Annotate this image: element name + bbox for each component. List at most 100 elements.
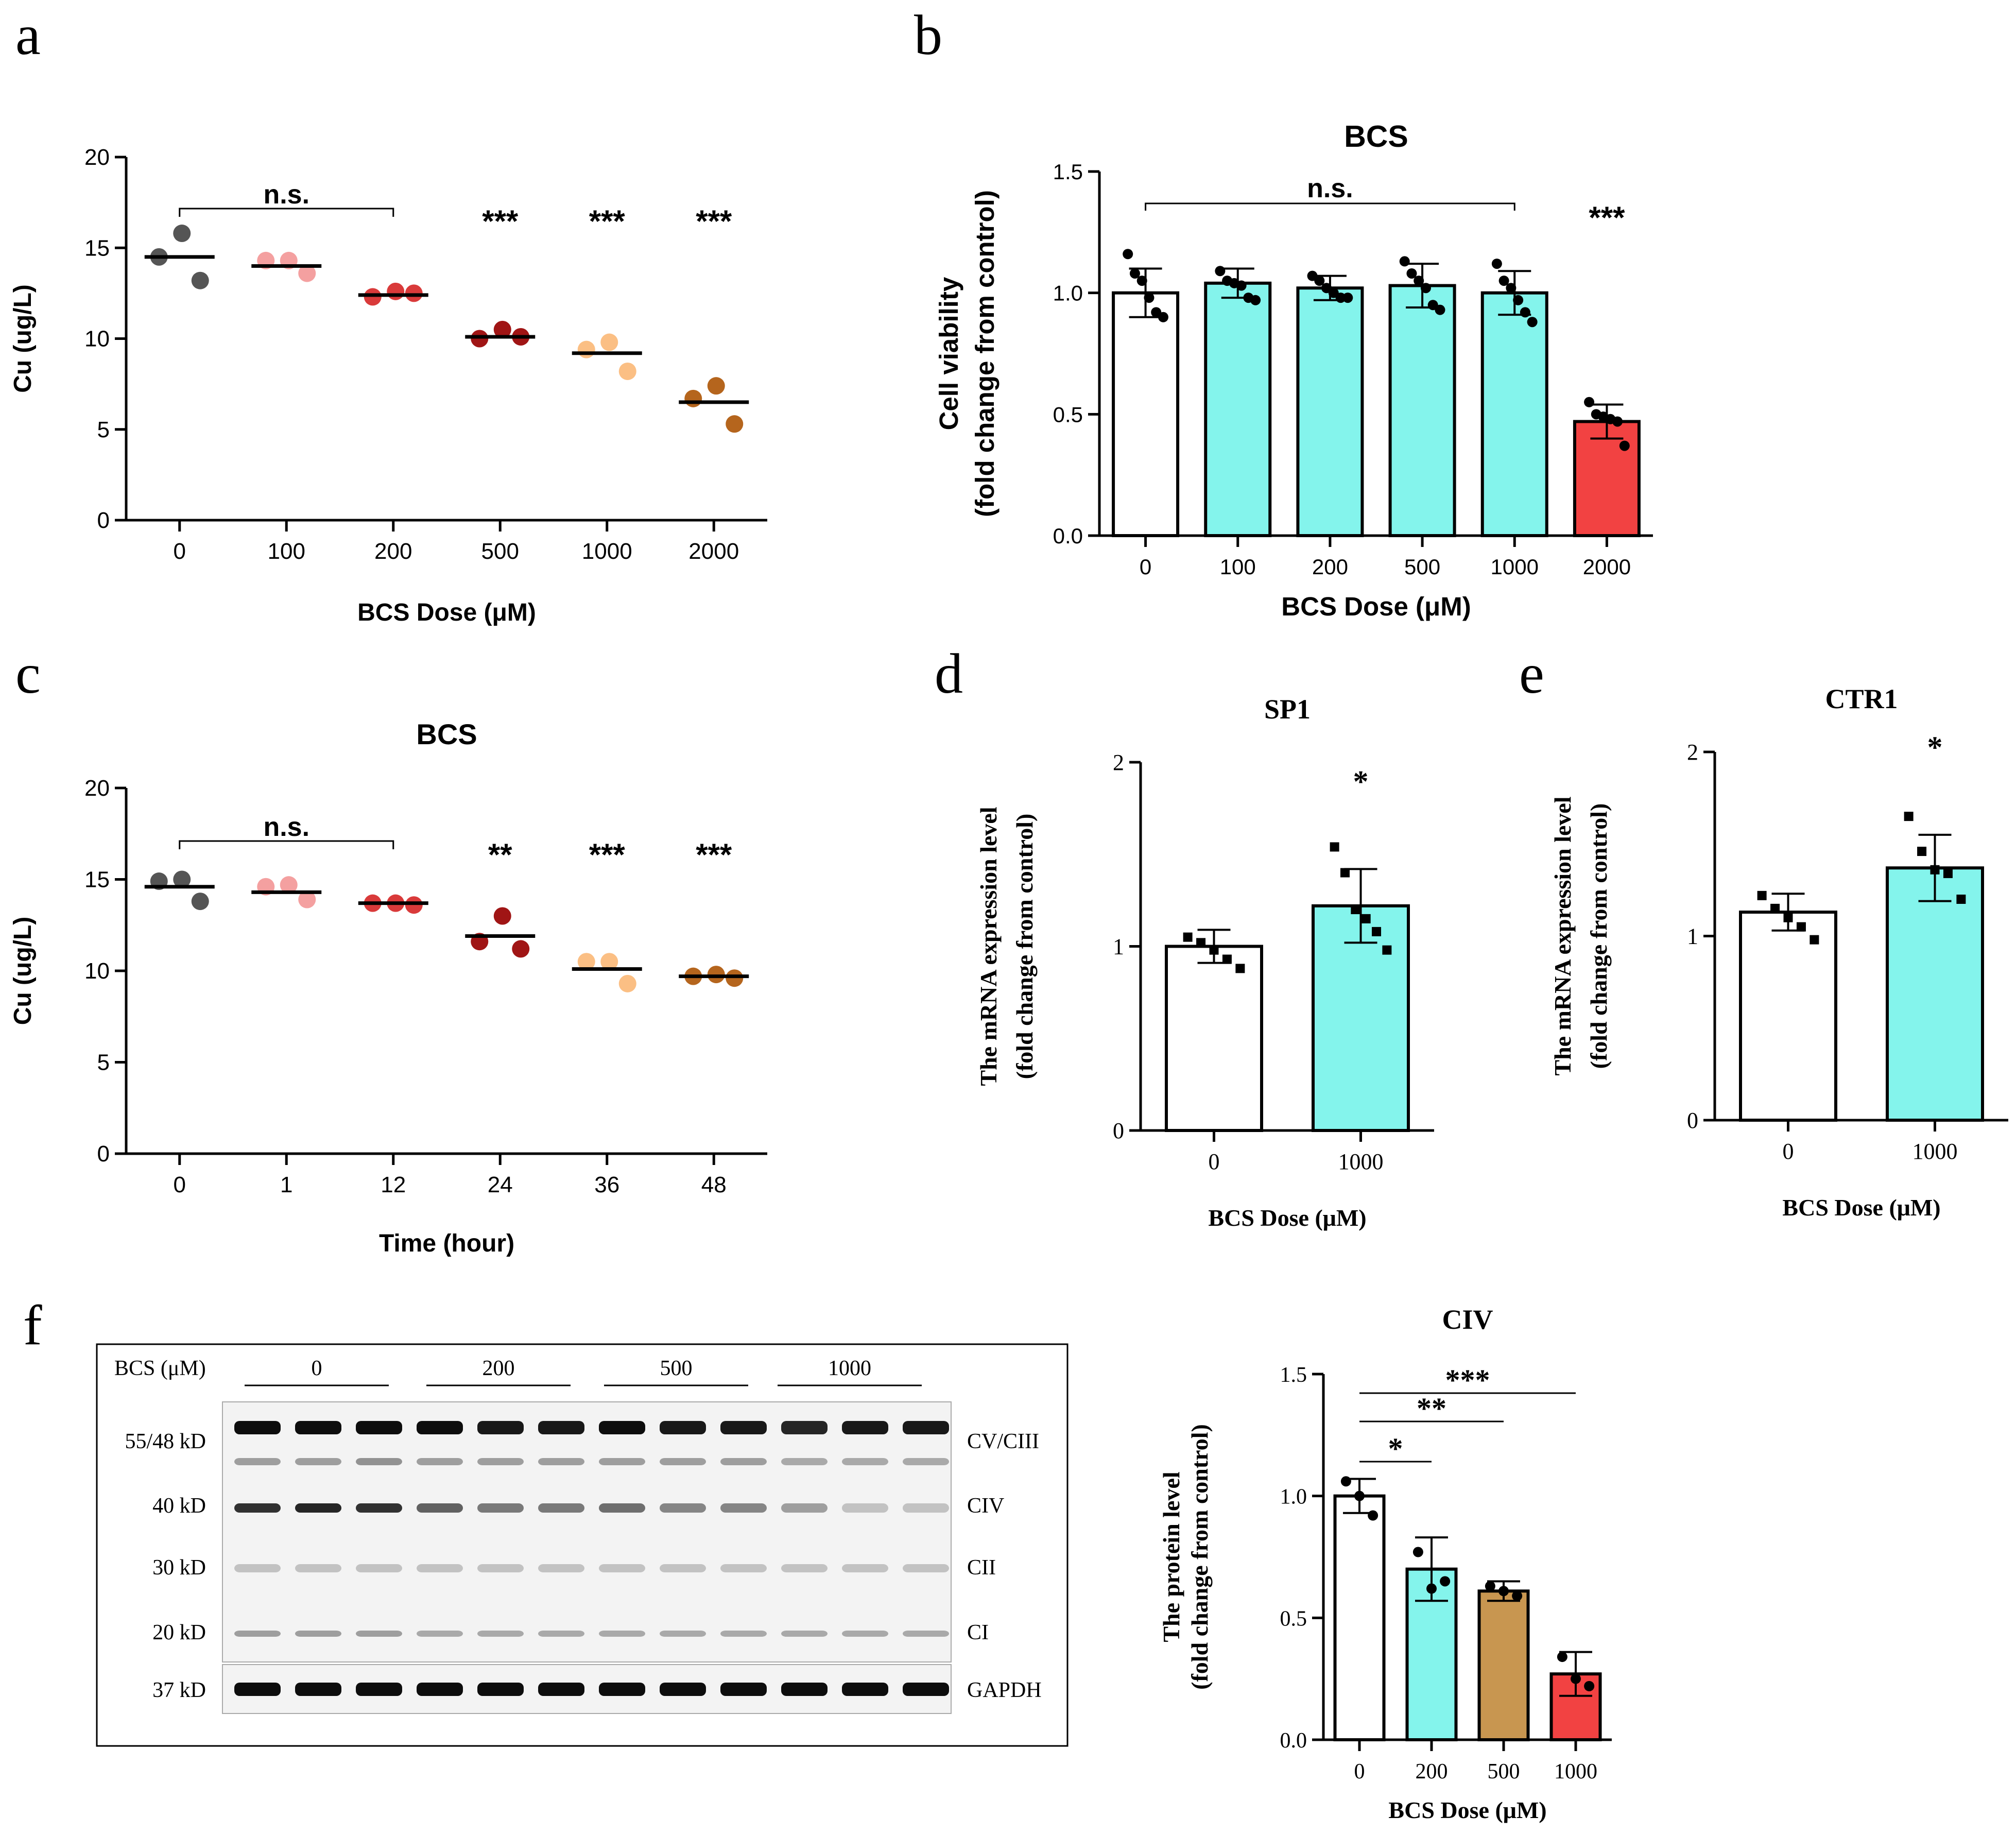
blot-mw-label: 37 kD <box>152 1678 206 1702</box>
y-axis-title: Cu (ug/L) <box>9 917 37 1025</box>
blot-band <box>234 1683 281 1696</box>
y-tick-label: 1.5 <box>1280 1363 1307 1387</box>
blot-band <box>477 1631 524 1637</box>
blot-band <box>720 1631 767 1637</box>
blot-band <box>234 1458 281 1465</box>
x-tick-label: 1000 <box>1338 1149 1384 1174</box>
data-point <box>707 966 725 984</box>
blot-band <box>417 1683 463 1696</box>
significance-bracket <box>179 208 394 217</box>
blot-band <box>660 1631 706 1637</box>
x-tick-label: 100 <box>1220 555 1256 579</box>
y-tick-label: 5 <box>97 1050 110 1075</box>
x-tick-label: 0 <box>174 1172 186 1197</box>
blot-band <box>781 1683 828 1696</box>
significance-stars: *** <box>589 837 626 872</box>
bar <box>1573 420 1641 537</box>
data-point <box>1557 1652 1567 1662</box>
significance-stars: * <box>1388 1432 1403 1465</box>
x-axis-title: Time (hour) <box>379 1230 514 1257</box>
y-axis-title-2: (fold change from control) <box>1186 1424 1213 1690</box>
data-point <box>1420 283 1431 294</box>
blot-band <box>356 1631 402 1637</box>
y-axis-title-2: (fold change from control) <box>970 190 1000 517</box>
data-point <box>1129 268 1140 279</box>
panel-label-d: d <box>935 642 963 705</box>
blot-band <box>538 1421 584 1434</box>
x-axis-title: BCS Dose (μM) <box>1388 1797 1546 1823</box>
blot-band <box>538 1503 584 1513</box>
data-point <box>1361 914 1371 923</box>
y-tick-label: 1.5 <box>1053 160 1083 184</box>
data-point <box>1584 1681 1595 1691</box>
x-tick-label: 2000 <box>1583 555 1631 579</box>
blot-band <box>417 1631 463 1637</box>
data-point <box>1491 259 1502 269</box>
x-tick-label: 500 <box>1488 1760 1520 1784</box>
data-point <box>1506 283 1517 294</box>
x-tick-label: 1 <box>280 1172 292 1197</box>
blot-band <box>295 1421 341 1434</box>
bar <box>1112 291 1180 538</box>
blot-bcs-label: BCS (μM) <box>114 1357 206 1380</box>
y-tick-label: 0.0 <box>1053 524 1083 548</box>
bar <box>1388 284 1456 537</box>
data-point <box>618 974 636 992</box>
x-tick-label: 200 <box>374 539 412 564</box>
blot-group-200: 200 <box>483 1357 515 1380</box>
data-point <box>1354 1490 1365 1501</box>
bar <box>1739 911 1837 1122</box>
significance-stars: ** <box>1417 1392 1446 1425</box>
x-axis-title: BCS Dose (μM) <box>1208 1205 1366 1231</box>
blot-group-0: 0 <box>312 1357 322 1380</box>
x-tick-label: 200 <box>1312 555 1348 579</box>
y-axis-title: The protein level <box>1158 1471 1184 1642</box>
significance-stars: *** <box>696 204 732 238</box>
y-axis-title: Cu (ug/L) <box>9 284 37 393</box>
data-point <box>1527 317 1538 328</box>
blot-band <box>660 1421 706 1434</box>
x-tick-label: 200 <box>1416 1760 1448 1784</box>
y-tick-label: 0.5 <box>1280 1607 1307 1631</box>
blot-band <box>842 1503 888 1513</box>
blot-band <box>599 1503 645 1513</box>
y-tick-label: 1 <box>1687 924 1698 949</box>
y-tick-label: 1.0 <box>1053 281 1083 305</box>
y-tick-label: 0.5 <box>1053 402 1083 426</box>
blot-band <box>903 1631 949 1637</box>
significance-stars: *** <box>482 204 519 238</box>
blot-band <box>660 1683 706 1696</box>
data-point <box>1330 842 1339 852</box>
blot-band <box>599 1564 645 1572</box>
data-point <box>1399 256 1410 267</box>
data-point <box>1770 903 1780 913</box>
blot-band <box>781 1421 828 1434</box>
blot-band <box>720 1503 767 1513</box>
bar <box>1165 945 1263 1132</box>
bar <box>1333 1494 1386 1742</box>
data-point <box>1340 868 1350 878</box>
blot-band <box>356 1683 402 1696</box>
data-point <box>1414 276 1424 286</box>
bar <box>1477 1589 1530 1741</box>
y-axis-title-2: (fold change from control) <box>1011 814 1038 1079</box>
blot-band <box>660 1458 706 1465</box>
data-point <box>577 953 595 971</box>
chart-title: BCS <box>416 718 477 750</box>
blot-bands <box>234 1421 949 1696</box>
y-axis-title: Cell viability <box>934 277 963 430</box>
data-point <box>618 362 636 380</box>
data-point <box>1930 865 1940 875</box>
blot-band <box>417 1503 463 1513</box>
x-tick-label: 0 <box>1209 1149 1220 1174</box>
data-point <box>1796 922 1806 932</box>
x-tick-label: 1000 <box>1554 1760 1597 1784</box>
blot-band <box>417 1421 463 1434</box>
blot-band <box>781 1564 828 1572</box>
significance-stars: * <box>1353 764 1369 798</box>
data-point <box>726 415 744 433</box>
data-point <box>1406 268 1417 279</box>
x-tick-label: 0 <box>1140 555 1151 579</box>
x-tick-label: 1000 <box>582 539 632 564</box>
